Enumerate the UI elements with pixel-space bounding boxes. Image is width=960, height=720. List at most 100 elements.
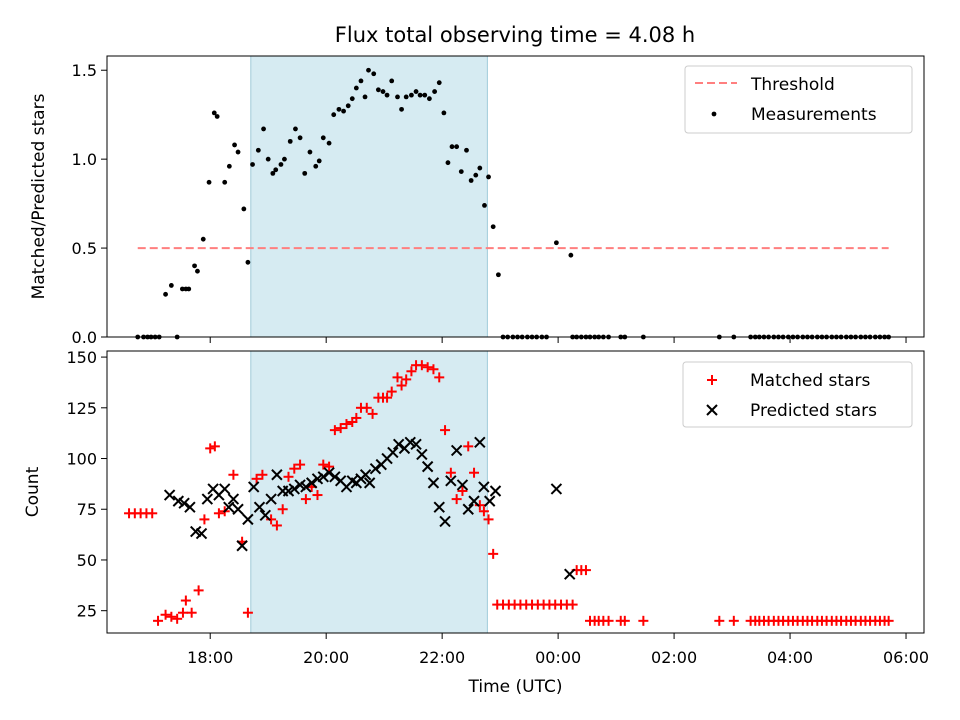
measurement-point	[241, 206, 247, 212]
top-legend: Threshold Measurements	[684, 65, 913, 134]
matched-star-point	[451, 494, 462, 505]
predicted-star-point	[489, 485, 502, 497]
matched-star-point	[351, 412, 362, 423]
matched-star-point	[271, 520, 282, 531]
measurement-point	[432, 89, 438, 94]
bottom-axes-frame	[106, 350, 925, 634]
matched-star-point	[186, 607, 197, 618]
measurement-point	[270, 170, 276, 176]
matched-star-point	[251, 473, 262, 484]
matched-star-point	[445, 467, 456, 478]
predicted-star-point	[300, 481, 312, 493]
matched-star-point	[228, 469, 239, 480]
measurement-point	[195, 268, 200, 274]
top-axes-frame	[106, 55, 925, 338]
matched-star-point	[199, 514, 210, 525]
predicted-star-point	[178, 497, 190, 509]
matched-star-point	[386, 386, 397, 397]
predicted-star-point	[363, 477, 376, 489]
predicted-star-point	[421, 460, 434, 473]
top-y-axis-label: Matched/Predicted stars	[29, 93, 49, 299]
measurement-point	[287, 138, 293, 144]
measurement-point	[384, 92, 390, 98]
matched-star-point	[318, 459, 329, 470]
legend-label: Matched stars	[750, 371, 870, 391]
measurement-point	[245, 259, 251, 265]
observing-time-span	[250, 55, 488, 338]
measurement-point	[426, 96, 432, 102]
matched-star-point	[177, 607, 188, 618]
predicted-star-point	[259, 509, 272, 522]
predicted-star-point	[329, 471, 341, 483]
predicted-star-point	[450, 444, 463, 457]
predicted-star-point	[416, 448, 428, 461]
matched-star-point	[213, 508, 224, 519]
measurement-point	[179, 286, 185, 292]
y-tick-label: 150	[66, 348, 97, 367]
matched-star-point	[147, 508, 158, 519]
matched-star-point	[416, 360, 427, 371]
top-x-axis-ticks	[209, 337, 907, 343]
predicted-star-point	[462, 503, 474, 515]
predicted-star-point	[550, 483, 563, 495]
measurement-point	[454, 144, 460, 150]
matched-star-point	[603, 615, 614, 626]
x-tick-label: 02:00	[651, 648, 697, 667]
measurement-point	[226, 163, 232, 169]
chart-title: Flux total observing time = 4.08 h	[335, 23, 695, 47]
bottom-y-axis-label: Count	[23, 466, 43, 517]
measurement-point	[206, 179, 212, 185]
matched-star-point	[619, 615, 630, 626]
matched-star-point	[434, 372, 445, 383]
measurement-point	[326, 140, 332, 146]
matched-star-point	[638, 615, 649, 626]
measurement-point	[331, 112, 337, 118]
top-panel: 0.0 0.5 1.0 1.5 Matched/Predicted stars Thr…	[29, 55, 925, 347]
predicted-star-point	[439, 515, 451, 528]
measurement-point	[255, 147, 261, 153]
matched-star-point	[401, 374, 412, 385]
legend-label: Predicted stars	[750, 401, 877, 421]
y-tick-label: 1.0	[72, 150, 97, 169]
matched-star-point	[392, 372, 403, 383]
legend-frame	[684, 65, 913, 134]
bottom-x-axis-ticks: 18:00 20:00 22:00 00:00 02:00 04:00 06:00	[187, 633, 929, 667]
matched-star-point	[457, 485, 468, 496]
x-tick-label: 06:00	[883, 648, 929, 667]
measurement-point	[265, 156, 271, 162]
y-tick-label: 25	[77, 602, 97, 621]
predicted-star-point	[474, 436, 486, 449]
matched-star-point	[396, 380, 407, 391]
measurement-point	[399, 106, 404, 112]
predicted-star-point	[410, 438, 422, 451]
bottom-legend: Matched stars Predicted stars	[682, 361, 913, 428]
matched-star-point	[341, 419, 352, 430]
measurement-point	[353, 85, 359, 91]
matched-star-point	[883, 615, 894, 626]
measurement-point	[468, 178, 474, 183]
measurement-point	[316, 158, 322, 164]
y-tick-label: 1.5	[72, 61, 97, 80]
measurement-point	[422, 92, 428, 98]
x-tick-label: 04:00	[767, 648, 813, 667]
measurement-point	[553, 240, 559, 246]
measurement-point	[282, 156, 287, 162]
matched-star-point	[180, 595, 191, 606]
matched-star-point	[160, 609, 171, 620]
measurement-point	[441, 110, 447, 116]
measurement-point	[473, 172, 479, 178]
matched-star-point	[406, 366, 417, 377]
matched-star-point	[300, 494, 311, 505]
predicted-star-point	[387, 446, 399, 459]
predicted-star-point	[253, 501, 266, 513]
matched-star-point	[242, 607, 253, 618]
matched-star-point	[567, 599, 578, 610]
matched-star-point	[193, 585, 204, 596]
matched-star-point	[209, 441, 220, 452]
predicted-star-point	[288, 483, 300, 495]
matched-star-point	[335, 423, 346, 434]
bottom-y-axis-ticks: 25 50 75 100 125 150	[66, 348, 107, 621]
measurement-point	[477, 165, 483, 171]
predicted-star-point	[271, 469, 283, 481]
